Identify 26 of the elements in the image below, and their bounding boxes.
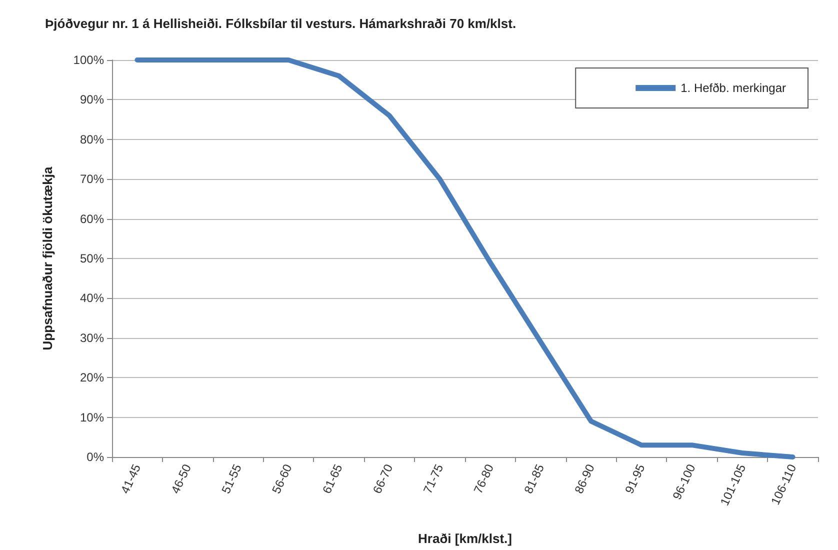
y-tick-label: 60%: [80, 212, 104, 226]
legend-label: 1. Hefðb. merkingar: [680, 81, 786, 95]
y-tick-label: 50%: [80, 252, 104, 266]
x-tick-label: 86-90: [572, 462, 598, 496]
x-tick-label: 61-65: [320, 462, 346, 496]
y-tick-label: 0%: [86, 450, 104, 464]
y-tick-label: 20%: [80, 370, 104, 385]
y-axis-title: Uppsafnuaður fjöldi ökutækja: [40, 166, 55, 350]
x-tick-label: 91-95: [622, 462, 648, 496]
x-tick-label: 76-80: [470, 462, 497, 496]
x-tick-label: 41-45: [118, 462, 144, 496]
y-tick-label: 10%: [80, 410, 104, 424]
y-tick-label: 70%: [80, 172, 104, 186]
y-tick-label: 80%: [80, 132, 104, 146]
y-tick-label: 40%: [80, 291, 104, 306]
x-tick-label: 56-60: [269, 462, 295, 496]
x-tick-label: 81-85: [521, 462, 548, 496]
y-tick-label: 30%: [80, 330, 104, 345]
x-tick-label: 51-55: [218, 462, 245, 496]
x-axis-title: Hraði [km/klst.]: [418, 531, 512, 546]
x-tick-label: 66-70: [370, 462, 396, 496]
y-tick-label: 100%: [73, 53, 104, 67]
chart-title: Þjóðvegur nr. 1 á Hellisheiði. Fólksbílar til vesturs. Hámarkshraði 70 km/klst.: [45, 16, 516, 31]
x-tick-label: 71-75: [420, 462, 446, 496]
y-tick-label: 90%: [80, 92, 104, 107]
x-tick-label: 46-50: [168, 462, 194, 496]
